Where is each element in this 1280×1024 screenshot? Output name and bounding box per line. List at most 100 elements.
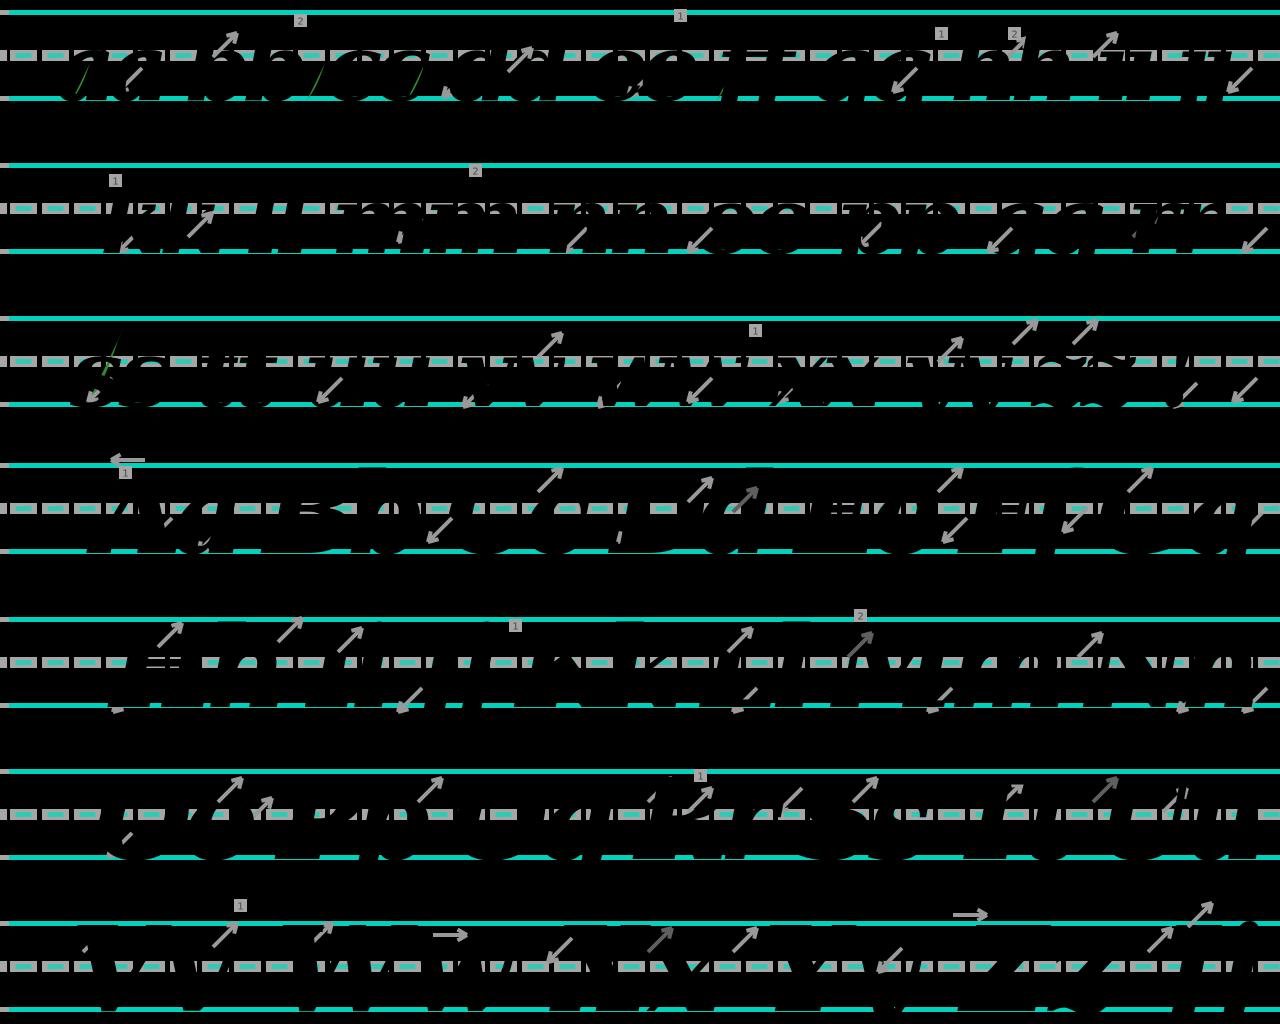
- practice-text: aa bb cc dd ee ff gg hh ii jj: [55, 13, 1235, 123]
- stroke-direction-arrow-icon: [211, 921, 239, 949]
- stroke-direction-arrow-icon: [876, 946, 904, 974]
- stroke-direction-arrow-icon: [726, 626, 754, 654]
- top-guide-line: [9, 163, 1280, 168]
- baseline-guide-line: [9, 96, 1280, 101]
- stroke-direction-arrow-icon: [856, 221, 884, 249]
- line-end-cap: [0, 10, 9, 15]
- practice-text: ss tt uu vv ww xx yy zz !: [69, 319, 1200, 429]
- practice-row: Aa Bb Cc Dd Ee Ff Gg1: [0, 449, 1280, 580]
- line-end-cap: [0, 402, 9, 407]
- line-end-cap: [0, 703, 9, 708]
- stroke-direction-arrow-icon: [1171, 381, 1199, 409]
- stroke-order-number: 1: [749, 324, 762, 338]
- svg-text:1: 1: [237, 902, 243, 913]
- stroke-direction-arrow-icon: [646, 926, 674, 954]
- baseline-guide-line: [9, 703, 1280, 708]
- stroke-direction-arrow-icon: [461, 381, 489, 409]
- stroke-direction-arrow-icon: [1241, 226, 1269, 254]
- stroke-order-number: 2: [1008, 27, 1021, 41]
- practice-row: Oo Pp Qq Rr Ss Tt Uu1: [0, 755, 1280, 886]
- stroke-direction-arrow-icon: [936, 466, 964, 494]
- top-guide-line: [9, 769, 1280, 774]
- stroke-direction-arrow-icon: [306, 921, 334, 949]
- stroke-direction-arrow-icon: [686, 476, 714, 504]
- stroke-direction-arrow-icon: [146, 516, 174, 544]
- stroke-order-number: 1: [674, 9, 687, 23]
- line-end-cap: [0, 1007, 9, 1012]
- top-guide-line: [9, 921, 1280, 926]
- stroke-direction-arrow-icon: [546, 936, 574, 964]
- stroke-order-number: 2: [854, 609, 867, 623]
- dashed-midline: [0, 203, 1280, 214]
- stroke-direction-arrow-icon: [1146, 926, 1174, 954]
- stroke-direction-arrow-icon: [1186, 901, 1214, 929]
- stroke-direction-arrow-icon: [626, 71, 654, 99]
- stroke-direction-arrow-icon: [936, 336, 964, 364]
- top-guide-line: [9, 463, 1280, 468]
- stroke-direction-arrow-icon: [1001, 36, 1029, 64]
- stroke-order-number: 1: [694, 769, 707, 783]
- stroke-direction-arrow-icon: [1076, 631, 1104, 659]
- stroke-direction-arrow-icon: [211, 31, 239, 59]
- dashed-midline: [0, 503, 1280, 514]
- svg-text:2: 2: [472, 167, 478, 178]
- practice-row: kk ll mm nn oo pp qq rr1 2: [0, 163, 1280, 276]
- line-end-cap: [0, 96, 9, 101]
- line-end-cap: [0, 249, 9, 254]
- line-end-cap: [0, 316, 9, 321]
- stroke-direction-arrow-icon: [396, 686, 424, 714]
- practice-row: aa bb cc dd ee ff gg hh ii jj2 1 1 2: [0, 9, 1280, 123]
- svg-text:2: 2: [1011, 30, 1017, 41]
- stroke-direction-arrow-icon: [731, 926, 759, 954]
- stroke-direction-arrow-icon: [996, 781, 1024, 809]
- stroke-direction-arrow-icon: [1176, 686, 1204, 714]
- line-end-cap: [0, 617, 9, 622]
- stroke-direction-arrow-icon: [986, 226, 1014, 254]
- stroke-direction-arrow-icon: [1126, 466, 1154, 494]
- stroke-direction-arrow-icon: [1061, 506, 1089, 534]
- stroke-direction-arrow-icon: [81, 926, 109, 954]
- svg-text:1: 1: [677, 12, 683, 23]
- svg-text:1: 1: [697, 772, 703, 783]
- stroke-direction-arrow-icon: [1241, 686, 1269, 714]
- stroke-direction-arrow-icon: [731, 686, 759, 714]
- top-guide-line: [9, 316, 1280, 321]
- stroke-direction-arrow-icon: [686, 376, 714, 404]
- svg-text:1: 1: [122, 469, 128, 480]
- svg-text:1: 1: [752, 327, 758, 338]
- stroke-direction-arrow-icon: [156, 621, 184, 649]
- line-end-cap: [0, 855, 9, 860]
- baseline-guide-line: [9, 402, 1280, 407]
- practice-text: Vv Ww Xx Yy Zz Jj: [70, 900, 1260, 1024]
- stroke-direction-arrow-icon: [686, 786, 714, 814]
- dashed-midline: [0, 961, 1280, 972]
- line-end-cap: [0, 163, 9, 168]
- stroke-direction-arrow-icon: [941, 516, 969, 544]
- stroke-direction-arrow-icon: [1011, 318, 1039, 346]
- stroke-direction-arrow-icon: [433, 927, 468, 943]
- stroke-direction-arrow-icon: [846, 631, 874, 659]
- stroke-direction-arrow-icon: [416, 776, 444, 804]
- stroke-direction-arrow-icon: [561, 226, 589, 254]
- svg-text:2: 2: [857, 612, 863, 623]
- practice-text: Oo Pp Qq Rr Ss Tt Uu: [95, 755, 1265, 886]
- stroke-direction-arrow-icon: [536, 466, 564, 494]
- practice-text: Aa Bb Cc Dd Ee Ff Gg: [86, 449, 1260, 580]
- stroke-order-number: 2: [294, 14, 307, 28]
- stroke-direction-arrow-icon: [316, 376, 344, 404]
- stroke-direction-arrow-icon: [441, 71, 469, 99]
- top-guide-line: [9, 10, 1280, 15]
- stroke-direction-arrow-icon: [1231, 376, 1259, 404]
- stroke-direction-arrow-icon: [776, 376, 804, 404]
- baseline-guide-line: [9, 249, 1280, 254]
- svg-text:1: 1: [938, 30, 944, 41]
- stroke-direction-arrow-icon: [891, 66, 919, 94]
- stroke-direction-arrow-icon: [1091, 776, 1119, 804]
- stroke-direction-arrow-icon: [186, 211, 214, 239]
- stroke-direction-arrow-icon: [110, 452, 145, 468]
- stroke-order-number: 2: [469, 164, 482, 178]
- baseline-guide-line: [9, 549, 1280, 554]
- stroke-direction-arrow-icon: [686, 226, 714, 254]
